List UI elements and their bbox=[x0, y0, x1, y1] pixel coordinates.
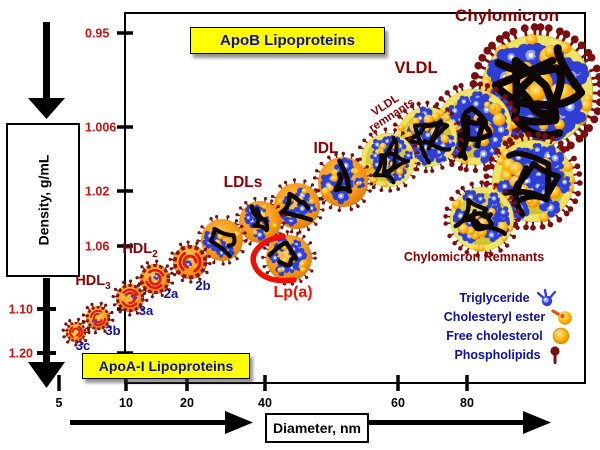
idl-label: IDL bbox=[313, 140, 339, 157]
svg-text:1.02: 1.02 bbox=[85, 185, 109, 199]
legend-row-phospholipids: Phospholipids bbox=[428, 345, 590, 364]
particle-hdl-2a bbox=[135, 259, 175, 299]
diameter-arrow bbox=[70, 411, 551, 434]
x-axis-ticks: 5 10 20 40 60 80 bbox=[56, 375, 474, 410]
svg-text:1.20: 1.20 bbox=[9, 347, 33, 361]
svg-text:20: 20 bbox=[180, 396, 194, 410]
density-axis-title-box: Density, g/mL bbox=[6, 123, 80, 277]
phospholipids-icon bbox=[549, 345, 560, 364]
diameter-axis-title: Diameter, nm bbox=[273, 420, 361, 436]
chart-border bbox=[124, 12, 586, 384]
particle-ldl-1 bbox=[196, 214, 248, 266]
svg-text:1.10: 1.10 bbox=[9, 303, 33, 317]
particle-lpa bbox=[250, 230, 317, 286]
particle-hdl-2b bbox=[168, 240, 212, 284]
chylomicron-label: Chylomicron bbox=[455, 6, 559, 25]
diameter-axis-title-box: Diameter, nm bbox=[265, 413, 369, 443]
particle-ldl-2 bbox=[234, 196, 286, 248]
lipoprotein-particles bbox=[61, 23, 600, 347]
apob-banner-label: ApoB Lipoproteins bbox=[220, 32, 355, 49]
svg-text:0.95: 0.95 bbox=[85, 27, 109, 41]
free-cholesterol-icon bbox=[552, 327, 569, 344]
apoa1-banner-label: ApoA-I Lipoproteins bbox=[98, 358, 234, 374]
svg-text:80: 80 bbox=[460, 396, 474, 410]
particle-hdl-3a bbox=[111, 279, 149, 317]
phospholipids-label: Phospholipids bbox=[454, 347, 541, 362]
particle-idl bbox=[312, 151, 374, 213]
hdl-subclass-3b-label: 3b bbox=[105, 323, 121, 338]
cholesteryl-ester-icon bbox=[551, 308, 573, 325]
ldls-label: LDLs bbox=[223, 174, 263, 191]
hdl-subclass-3c-label: 3c bbox=[75, 338, 91, 353]
apo-a-tail bbox=[250, 233, 297, 284]
svg-text:10: 10 bbox=[119, 396, 133, 410]
legend-row-triglyceride: Triglyceride bbox=[428, 288, 590, 307]
density-arrow bbox=[28, 22, 65, 388]
vldl-label: VLDL bbox=[394, 59, 438, 77]
triglyceride-label: Triglyceride bbox=[459, 290, 530, 305]
lpa-label: Lp(a) bbox=[273, 284, 313, 301]
svg-text:5: 5 bbox=[56, 396, 63, 410]
cholesteryl-ester-label: Cholesteryl ester bbox=[443, 309, 546, 324]
density-axis-title: Density, g/mL bbox=[35, 154, 52, 246]
particle-ldl-3 bbox=[269, 178, 325, 234]
particle-vldl-remnant-1 bbox=[355, 127, 421, 193]
legend-row-cholesteryl-ester: Cholesteryl ester bbox=[428, 307, 590, 326]
svg-text:60: 60 bbox=[391, 396, 405, 410]
apob-lipoproteins-banner: ApoB Lipoproteins bbox=[190, 27, 385, 54]
legend-row-free-cholesterol: Free cholesterol bbox=[428, 326, 590, 345]
y-axis-ticks: 0.95 1.006 1.02 1.06 1.10 1.20 bbox=[9, 27, 133, 361]
hdl3-label: HDL3 bbox=[75, 273, 111, 292]
hdl-subclass-3a-label: 3a bbox=[138, 303, 154, 318]
apoa1-lipoproteins-banner: ApoA-I Lipoproteins bbox=[82, 353, 250, 379]
triglyceride-icon bbox=[536, 288, 556, 306]
hdl-subclass-2b-label: 2b bbox=[195, 278, 211, 293]
svg-text:40: 40 bbox=[258, 396, 272, 410]
free-cholesterol-label: Free cholesterol bbox=[446, 328, 543, 343]
svg-text:1.006: 1.006 bbox=[85, 121, 116, 135]
legend: Triglyceride Cholesteryl ester Free chol… bbox=[428, 288, 590, 364]
particle-hdl-3c bbox=[61, 317, 91, 347]
hdl2-label: HDL2 bbox=[122, 241, 158, 260]
particle-chylomicron-remnant-2 bbox=[443, 180, 521, 258]
particle-hdl-3b bbox=[81, 301, 115, 335]
particle-vldl bbox=[428, 80, 520, 174]
svg-text:1.06: 1.06 bbox=[85, 240, 109, 254]
hdl-subclass-2a-label: 2a bbox=[163, 286, 179, 301]
chylomicron-remnants-label: Chylomicron Remnants bbox=[403, 250, 545, 264]
